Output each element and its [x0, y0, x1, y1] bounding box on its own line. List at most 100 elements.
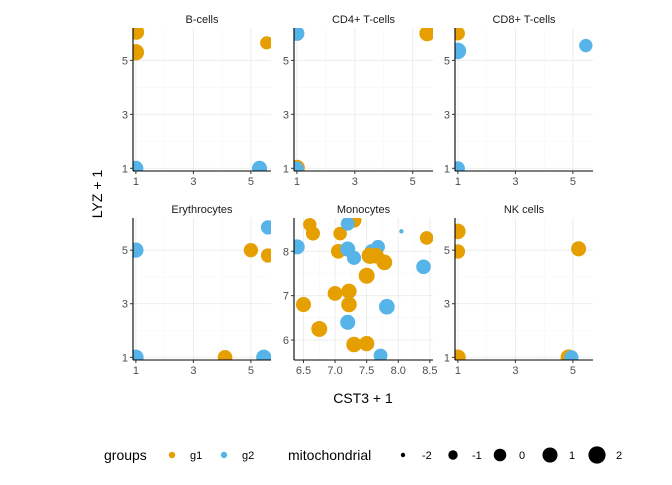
legend-key-g2: [220, 451, 228, 459]
y-tick-label: 8: [283, 246, 289, 258]
data-point-g1: [571, 241, 587, 257]
y-tick-label: 1: [122, 163, 128, 175]
data-point-g1: [133, 44, 145, 61]
data-point-g2: [133, 160, 144, 171]
x-tick-label: 7.0: [327, 365, 342, 377]
data-point-g1: [295, 297, 312, 313]
panel-monocytes: Monocytes 6.5 7.0 7.5 8.0 8.5 6 7 8: [283, 204, 438, 377]
data-point-g2: [294, 161, 304, 171]
points: [133, 220, 271, 360]
y-tick-label: 3: [444, 109, 450, 121]
data-point-g1: [341, 296, 357, 313]
y-tick-label: 3: [444, 299, 450, 311]
x-axis-title: CST3 + 1: [333, 390, 393, 406]
legend-size-label: -1: [472, 450, 482, 462]
legend-size-key: [588, 446, 606, 464]
x-tick-label: 1: [294, 176, 300, 188]
data-point-g1: [455, 244, 466, 259]
panel-title: CD4+ T-cells: [332, 14, 396, 26]
data-point-g1: [455, 223, 466, 240]
x-tick-label: 3: [190, 176, 196, 188]
x-tick-label: 3: [512, 365, 518, 377]
legend-size-key: [542, 447, 558, 463]
data-point-g2: [294, 28, 305, 41]
x-tick-label: 3: [512, 176, 518, 188]
y-tick-label: 1: [283, 163, 289, 175]
panel-title: Erythrocytes: [171, 204, 233, 216]
y-tick-label: 1: [444, 163, 450, 175]
y-tick-label: 5: [444, 245, 450, 257]
legend-label-g1: g1: [190, 450, 202, 462]
legend-size-key: [448, 450, 458, 460]
x-tick-label: 1: [455, 176, 461, 188]
data-point-g1: [419, 28, 433, 42]
panel-nk-cells: NK cells 1 3 5 1 3 5: [444, 204, 593, 377]
data-point-g2: [133, 242, 144, 258]
legend-key-g1: [168, 451, 176, 459]
data-point-g1: [311, 320, 328, 337]
points: [455, 223, 587, 360]
panel-title: Monocytes: [337, 204, 391, 216]
data-point-g2: [579, 38, 593, 53]
data-point-g1: [419, 231, 433, 245]
panel-b-cells: B-cells 1 3 5 1 3 5: [122, 14, 271, 188]
data-point-g2: [340, 314, 356, 330]
data-point-g1: [327, 286, 343, 301]
y-tick-label: 1: [444, 352, 450, 364]
x-tick-label: 3: [190, 365, 196, 377]
y-tick-label: 7: [283, 291, 289, 303]
data-point-g2: [346, 250, 362, 265]
data-point-g1: [133, 28, 145, 40]
data-point-g2: [260, 220, 271, 235]
data-point-g1: [260, 248, 271, 263]
legend-size-key: [400, 452, 406, 458]
data-point-g1: [359, 335, 375, 352]
data-point-g1: [358, 267, 375, 284]
x-tick-label: 1: [133, 176, 139, 188]
y-tick-label: 1: [122, 352, 128, 364]
data-point-g2: [294, 239, 305, 255]
legend-groups-title: groups: [104, 447, 147, 463]
points: [294, 218, 433, 360]
data-point-g2: [399, 229, 404, 234]
data-point-g2: [256, 349, 271, 360]
data-point-g1: [243, 242, 259, 258]
x-tick-label: 5: [570, 365, 576, 377]
x-tick-label: 3: [352, 176, 358, 188]
data-point-g2: [455, 161, 465, 171]
panel-cd4-t-cells: CD4+ T-cells 1 3 5 1 3 5: [283, 14, 433, 188]
data-point-g1: [455, 349, 466, 360]
data-point-g1: [346, 336, 362, 353]
y-tick-label: 5: [122, 55, 128, 67]
data-point-g2: [251, 160, 268, 171]
data-point-g2: [379, 298, 395, 315]
legend: groups g1 g2 mitochondrial -2 -1 0 1 2: [104, 446, 622, 464]
data-point-g1: [260, 36, 271, 50]
data-point-g1: [376, 254, 393, 271]
x-tick-label: 7.5: [359, 365, 374, 377]
panel-title: B-cells: [185, 14, 219, 26]
panel-title: NK cells: [504, 204, 545, 216]
data-point-g2: [564, 350, 579, 360]
data-point-g1: [305, 226, 321, 241]
y-tick-label: 3: [122, 109, 128, 121]
legend-size-label: 2: [616, 450, 622, 462]
points: [294, 28, 433, 171]
x-tick-label: 6.5: [296, 365, 311, 377]
data-point-g2: [133, 349, 144, 360]
y-tick-label: 6: [283, 335, 289, 347]
data-point-g2: [455, 42, 467, 60]
y-tick-label: 3: [122, 299, 128, 311]
data-point-g2: [416, 259, 431, 275]
y-tick-label: 3: [283, 109, 289, 121]
data-point-g1: [217, 350, 233, 360]
y-tick-label: 5: [444, 55, 450, 67]
x-tick-label: 5: [410, 176, 416, 188]
x-tick-label: 8.0: [391, 365, 406, 377]
legend-size-key: [493, 448, 507, 462]
legend-label-g2: g2: [242, 450, 254, 462]
data-point-g1: [333, 226, 347, 241]
panel-title: CD8+ T-cells: [492, 14, 556, 26]
legend-size-label: -2: [422, 450, 432, 462]
